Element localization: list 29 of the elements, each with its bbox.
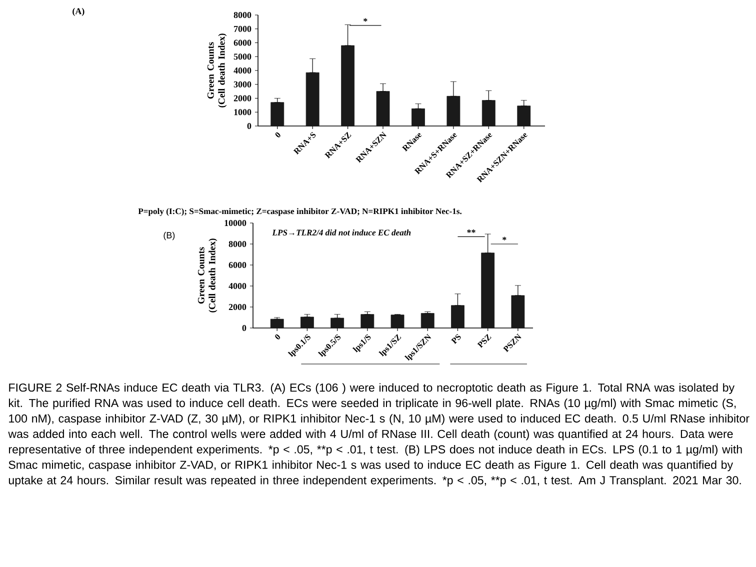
y-tick-label: 6000 — [228, 262, 246, 268]
x-tick-label: PS — [450, 334, 461, 344]
y-tick-label: 3000 — [234, 81, 252, 88]
annotation: * — [502, 236, 506, 240]
annotation: LPS→TLR2/4 did not induce EC death — [272, 229, 411, 236]
y-tick-label: 8000 — [234, 12, 252, 18]
y-tick-label: 7000 — [234, 26, 252, 32]
y-tick-label: 0 — [242, 324, 246, 332]
y-axis-title: Green Counts (Cell death Index) — [207, 34, 227, 108]
y-tick-label: 10000 — [224, 220, 246, 226]
text: P=poly (I:C); S=Smac-mimetic; Z=caspase inhibitor Z-VAD; N=RIPK1 inhibitor Nec-1s. — [138, 208, 462, 216]
caption: FIGURE 2 Self-RNAs induce EC death via TLR3. (A) ECs (106 ) were induced to necroptotic death as Figure 1. Total RNA was isolated by kit. The purified RNA was used to induce cell death. ECs were seeded in triplicate in 96-well plate. RNAs (10 µg/ml) with Smac mimetic (S, 100 nM), caspase inhibitor Z-VAD (Z, 30 µM), or RIPK1 inhibitor Nec-1 s (N, 10 µM) were used to induced EC death. 0.5 U/ml RNase inhibitor was added into each well. The control wells were added with 4 U/ml of RNase III. Cell death (count) was quantified at 24 hours. Data were representative of three independent experiments. *p < .05, **p < .01, t test. (B) LPS does not induce death in ECs. LPS (0.1 to 1 µg/ml) with Smac mimetic, caspase inhibitor Z-VAD, or RIPK1 inhibitor Nec-1 s was used to induce EC death as Figure 1. Cell death was quantified by uptake at 24 hours. Similar result was repeated in three independent experiments. *p < .05, **p < .01, t test. Am J Transplant. 2021 Mar 30. — [8, 383, 750, 487]
annotation: ** — [467, 230, 476, 233]
x-tick-label: 0 — [275, 132, 280, 138]
y-tick-label: 1000 — [234, 109, 252, 116]
y-axis-title: Green Counts (Cell death Index) — [198, 238, 218, 312]
y-tick-label: 6000 — [234, 40, 252, 46]
x-tick-label: PSZ — [477, 334, 492, 348]
y-tick-label: 0 — [247, 122, 252, 130]
y-tick-label: 2000 — [234, 95, 252, 102]
y-tick-label: 4000 — [234, 67, 252, 74]
annotation: * — [364, 18, 368, 22]
text: (A) — [72, 8, 84, 16]
y-tick-label: 5000 — [234, 54, 252, 60]
x-tick-label: 0 — [275, 334, 280, 340]
y-tick-label: 4000 — [228, 282, 246, 290]
y-tick-label: 2000 — [228, 304, 246, 310]
y-tick-label: 8000 — [228, 240, 246, 248]
text: (B) — [164, 232, 175, 240]
